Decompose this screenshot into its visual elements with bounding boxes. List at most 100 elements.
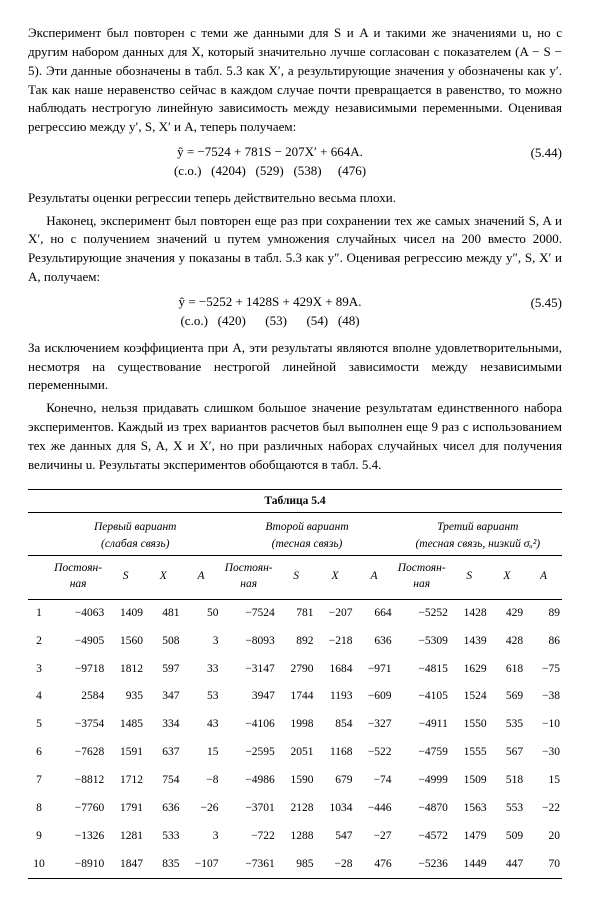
ch-x-1: X	[145, 555, 182, 599]
table-row: 5−3754148533443−41061998854−327−49111550…	[28, 711, 562, 739]
table-cell: 854	[316, 711, 355, 739]
eq1-main: ŷ = −7524 + 781S − 207X′ + 664A.	[28, 143, 512, 162]
table-cell: −4870	[394, 795, 450, 823]
table-title: Таблица 5.4	[28, 489, 562, 513]
table-cell: −4911	[394, 711, 450, 739]
table-cell: 1509	[450, 767, 489, 795]
table-cell: −4815	[394, 656, 450, 684]
table-cell: −8910	[50, 851, 106, 879]
table-cell: 1409	[106, 599, 145, 627]
ch-const-3: Постоян- ная	[394, 555, 450, 599]
paragraph-3: Наконец, эксперимент был повторен еще ра…	[28, 212, 562, 287]
table-cell: 1560	[106, 628, 145, 656]
table-cell: 2128	[277, 795, 316, 823]
table-row: 9−132612815333−7221288547−27−45721479509…	[28, 823, 562, 851]
table-cell: 447	[489, 851, 526, 879]
table-cell: 10	[28, 851, 50, 879]
table-5-4: Таблица 5.4 Первый вариант (слабая связь)…	[28, 489, 562, 880]
table-cell: 1812	[106, 656, 145, 684]
table-cell: 1449	[450, 851, 489, 879]
table-cell: −1326	[50, 823, 106, 851]
table-cell: 547	[316, 823, 355, 851]
table-cell: 1288	[277, 823, 316, 851]
ch-s-2: S	[277, 555, 316, 599]
table-cell: 429	[489, 599, 526, 627]
ch-a-1: A	[182, 555, 221, 599]
paragraph-4: За исключением коэффициента при A, эти р…	[28, 339, 562, 396]
table-row: 2−490515605083−8093892−218636−5309143942…	[28, 628, 562, 656]
table-cell: −107	[182, 851, 221, 879]
ch-s-3: S	[450, 555, 489, 599]
table-cell: 476	[355, 851, 394, 879]
table-cell: −38	[525, 683, 562, 711]
table-cell: 664	[355, 599, 394, 627]
table-cell: −30	[525, 739, 562, 767]
table-cell: −5236	[394, 851, 450, 879]
table-cell: −522	[355, 739, 394, 767]
table-cell: 33	[182, 656, 221, 684]
table-cell: −22	[525, 795, 562, 823]
table-cell: 509	[489, 823, 526, 851]
sh3-sub: (тесная связь, низкий σᵤ²)	[415, 538, 540, 550]
eq1-number: (5.44)	[512, 143, 562, 163]
table-cell: −4106	[221, 711, 277, 739]
table-cell: −327	[355, 711, 394, 739]
table-cell: −4999	[394, 767, 450, 795]
table-cell: −27	[355, 823, 394, 851]
table-cell: 7	[28, 767, 50, 795]
table-cell: 569	[489, 683, 526, 711]
ch-a-3: A	[525, 555, 562, 599]
table-cell: 637	[145, 739, 182, 767]
table-cell: −207	[316, 599, 355, 627]
table-row: 3−9718181259733−314727901684−971−4815162…	[28, 656, 562, 684]
table-cell: 53	[182, 683, 221, 711]
table-cell: 334	[145, 711, 182, 739]
table-cell: −4986	[221, 767, 277, 795]
table-cell: −26	[182, 795, 221, 823]
table-cell: 20	[525, 823, 562, 851]
table-cell: 3	[182, 628, 221, 656]
table-cell: −5309	[394, 628, 450, 656]
sh2-label: Второй вариант	[265, 521, 348, 533]
table-cell: 1555	[450, 739, 489, 767]
table-cell: −7524	[221, 599, 277, 627]
table-cell: 1550	[450, 711, 489, 739]
table-cell: 567	[489, 739, 526, 767]
ch-a-2: A	[355, 555, 394, 599]
table-cell: 1281	[106, 823, 145, 851]
table-cell: 1629	[450, 656, 489, 684]
table-cell: 6	[28, 739, 50, 767]
paragraph-1: Эксперимент был повторен с теми же данны…	[28, 24, 562, 137]
table-cell: 597	[145, 656, 182, 684]
table-cell: −8093	[221, 628, 277, 656]
table-cell: −4905	[50, 628, 106, 656]
table-cell: −8	[182, 767, 221, 795]
table-cell: 1998	[277, 711, 316, 739]
eq1-se: (с.о.) (4204) (529) (538) (476)	[28, 162, 512, 181]
table-cell: 2584	[50, 683, 106, 711]
ch-x-2: X	[316, 555, 355, 599]
table-cell: 86	[525, 628, 562, 656]
sh1-label: Первый вариант	[94, 521, 177, 533]
table-cell: 1847	[106, 851, 145, 879]
column-header-row: Постоян- ная S X A Постоян- ная S X A По…	[28, 555, 562, 599]
table-cell: −28	[316, 851, 355, 879]
table-cell: 508	[145, 628, 182, 656]
table-cell: 1591	[106, 739, 145, 767]
table-cell: 679	[316, 767, 355, 795]
table-cell: 1479	[450, 823, 489, 851]
table-cell: 618	[489, 656, 526, 684]
sh1-sub: (слабая связь)	[101, 538, 169, 550]
paragraph-2: Результаты оценки регрессии теперь дейст…	[28, 189, 562, 208]
ch-x-3: X	[489, 555, 526, 599]
table-cell: 347	[145, 683, 182, 711]
table-cell: 1712	[106, 767, 145, 795]
table-cell: 1	[28, 599, 50, 627]
table-cell: −3147	[221, 656, 277, 684]
table-cell: −8812	[50, 767, 106, 795]
table-cell: 3	[182, 823, 221, 851]
eq2-se: (с.о.) (420) (53) (54) (48)	[28, 312, 512, 331]
table-cell: −4572	[394, 823, 450, 851]
table-cell: 1168	[316, 739, 355, 767]
table-cell: 835	[145, 851, 182, 879]
